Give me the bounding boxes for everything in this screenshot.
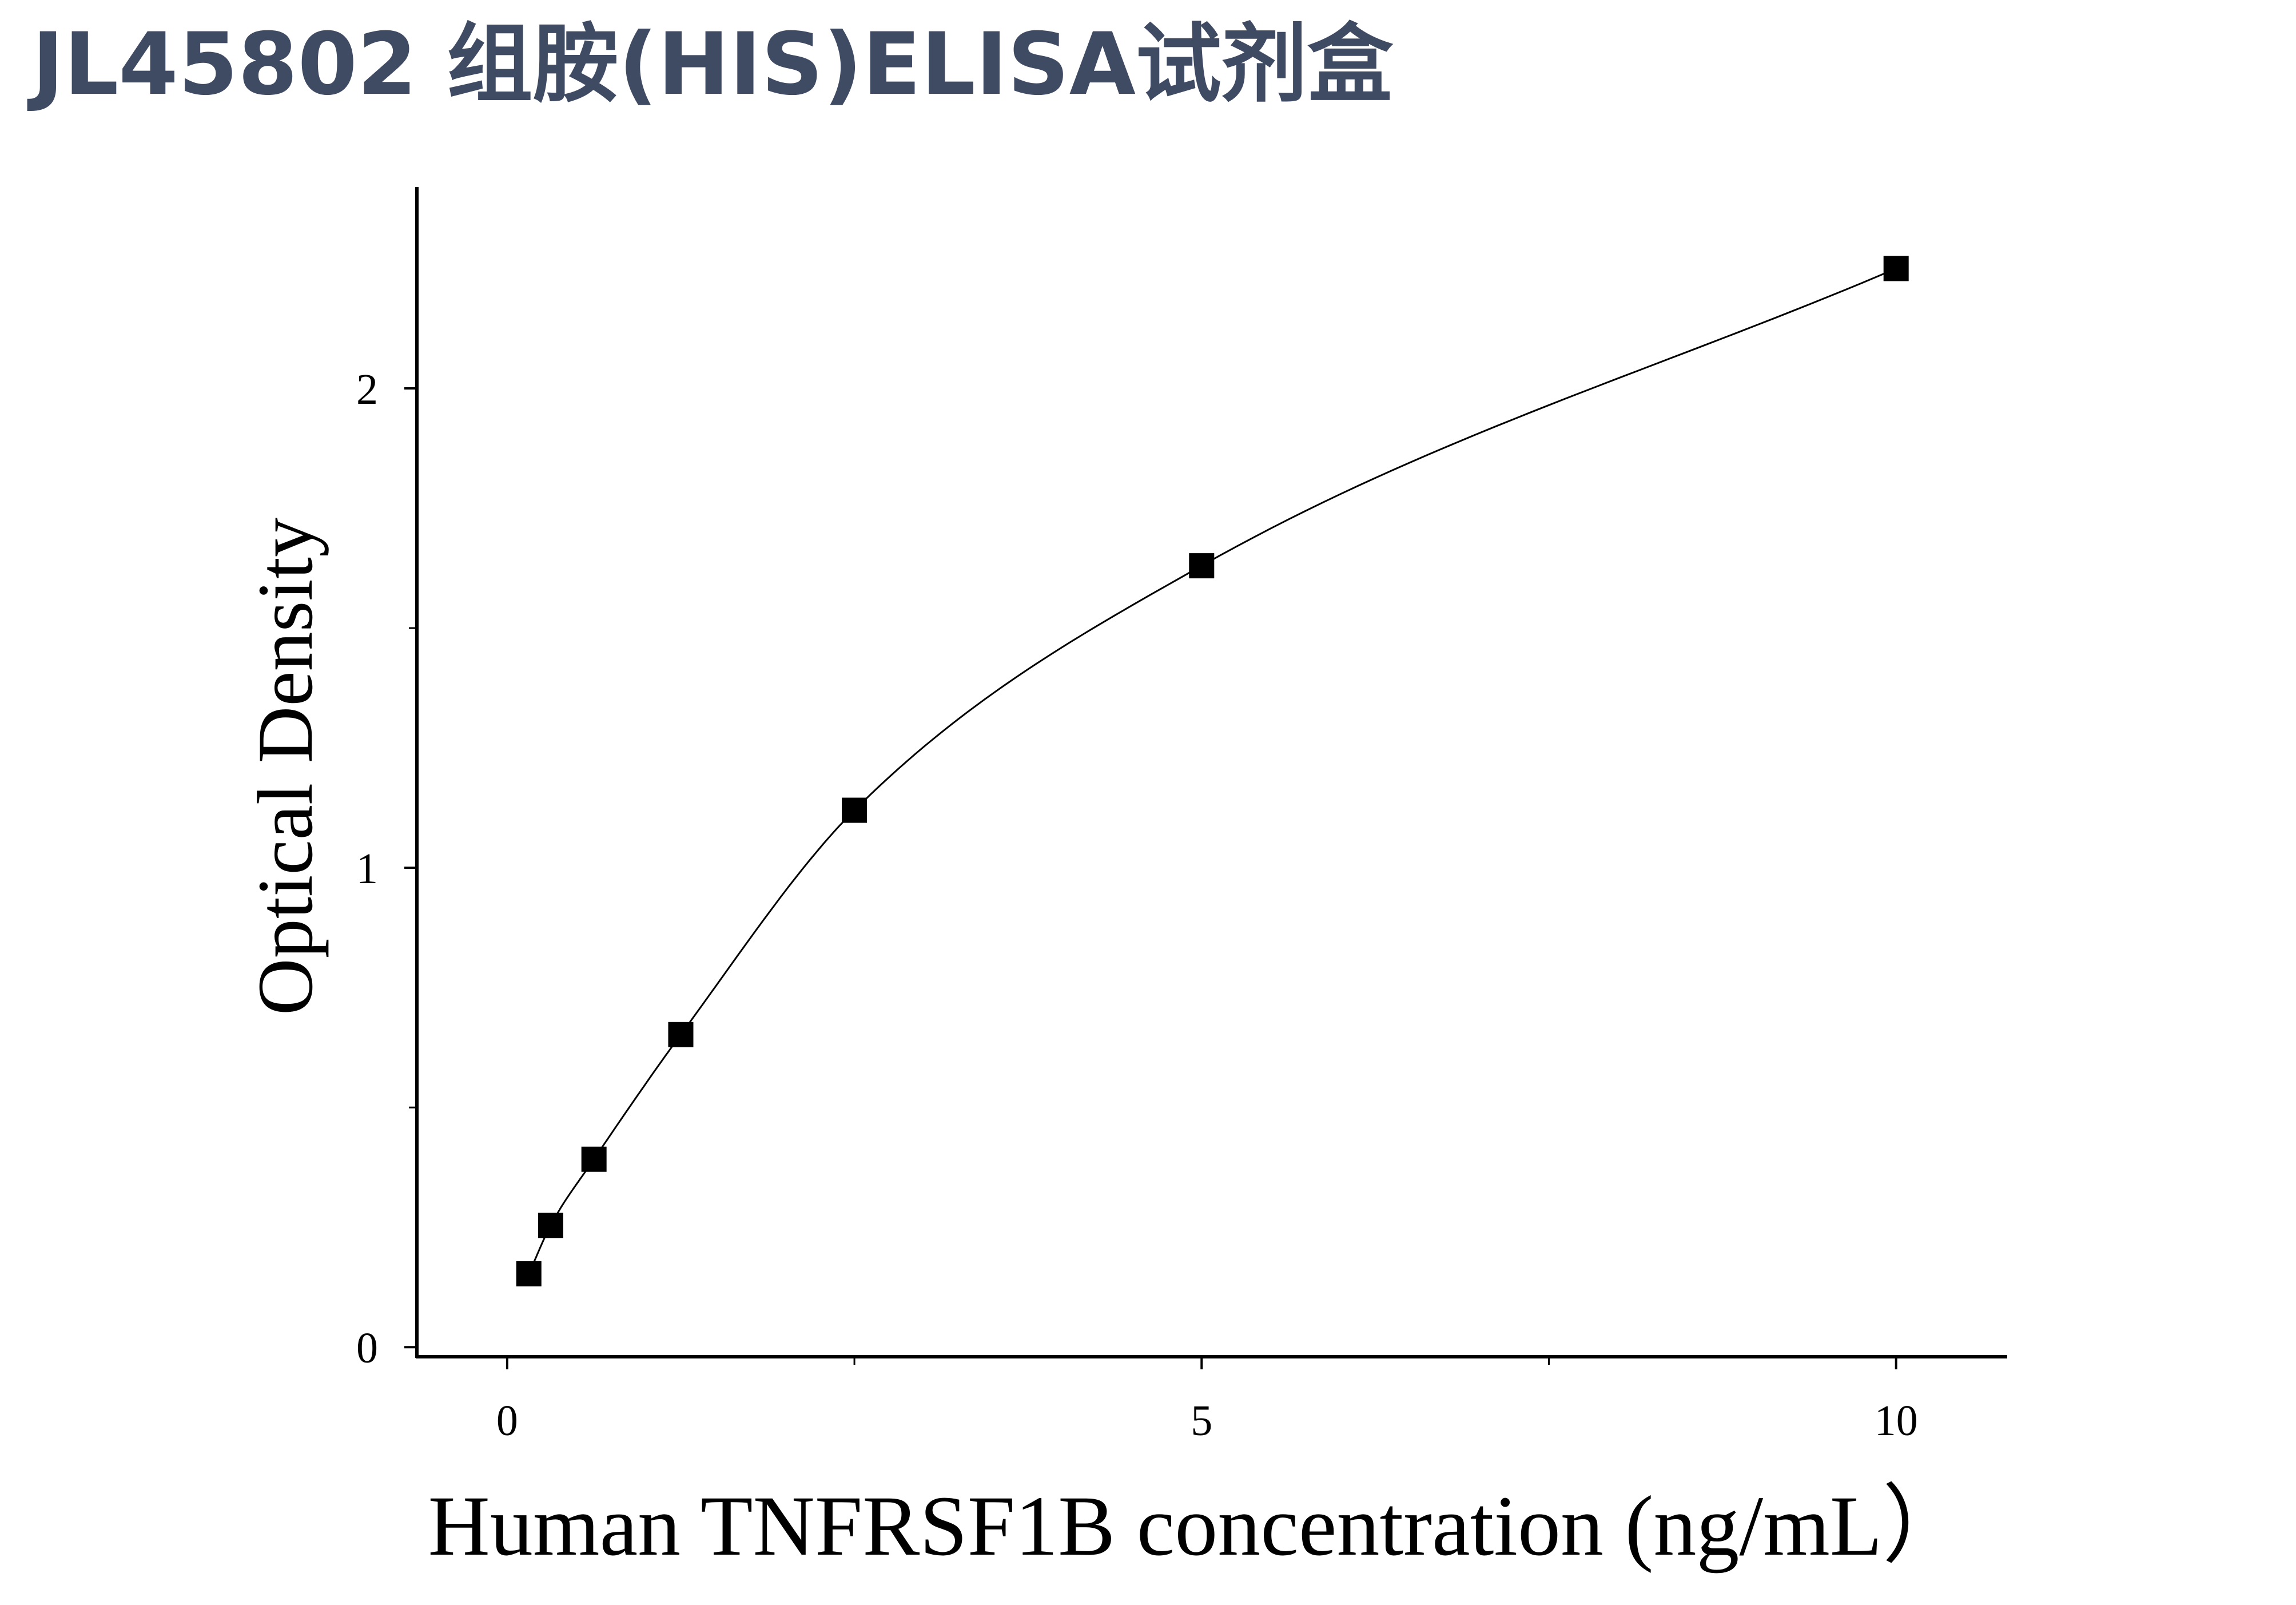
x-tick-label: 5 <box>1191 1397 1212 1445</box>
data-points <box>516 256 1909 1287</box>
data-point <box>842 797 868 823</box>
y-tick-label: 2 <box>356 366 378 414</box>
y-axis-label: Optical Density <box>241 518 329 1015</box>
data-point <box>1189 553 1215 579</box>
fit-curve <box>528 268 1897 1274</box>
data-point <box>516 1261 542 1287</box>
tick-labels: 0 5 10 0 1 2 <box>356 366 1918 1445</box>
data-point <box>538 1213 563 1238</box>
x-axis-label: Human TNFRSF1B concentration (ng/mL） <box>428 1479 1968 1574</box>
x-tick-label: 0 <box>496 1397 518 1445</box>
y-tick-label: 1 <box>356 845 378 893</box>
page-title: JL45802 组胺(HIS)ELISA试剂盒 <box>32 15 1393 114</box>
data-point <box>581 1146 607 1172</box>
data-point <box>668 1022 694 1047</box>
axes <box>404 187 2007 1369</box>
y-tick-label: 0 <box>356 1324 378 1372</box>
data-point <box>1883 256 1909 281</box>
x-tick-label: 10 <box>1875 1397 1918 1445</box>
